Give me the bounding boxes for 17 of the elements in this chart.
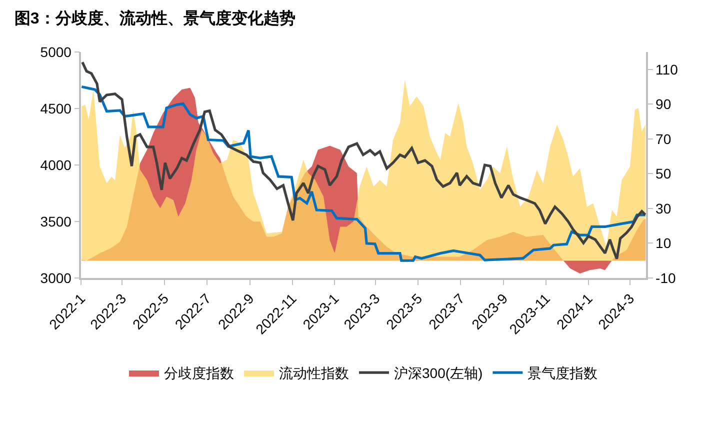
y2-tick-label: 30: [656, 200, 672, 216]
chart-title: 图3：分歧度、流动性、景气度变化趋势: [14, 8, 296, 28]
y-tick-label: 3000: [40, 270, 72, 286]
y2-tick-label: -10: [656, 270, 676, 286]
legend-label: 流动性指数: [279, 364, 349, 381]
y-tick-label: 4000: [40, 156, 72, 173]
y2-tick-label: 90: [656, 96, 672, 112]
y2-tick-label: 10: [656, 235, 672, 252]
legend-label: 景气度指数: [528, 364, 598, 381]
y-tick-label: 5000: [40, 44, 72, 60]
y-tick-label: 3500: [40, 213, 72, 230]
y-tick-label: 4500: [40, 100, 72, 116]
legend-label: 沪深300(左轴): [394, 364, 483, 381]
legend-label: 分歧度指数: [164, 364, 234, 381]
y2-tick-label: 110: [656, 61, 678, 78]
y2-tick-label: 70: [656, 130, 672, 147]
y2-tick-label: 50: [656, 166, 672, 182]
